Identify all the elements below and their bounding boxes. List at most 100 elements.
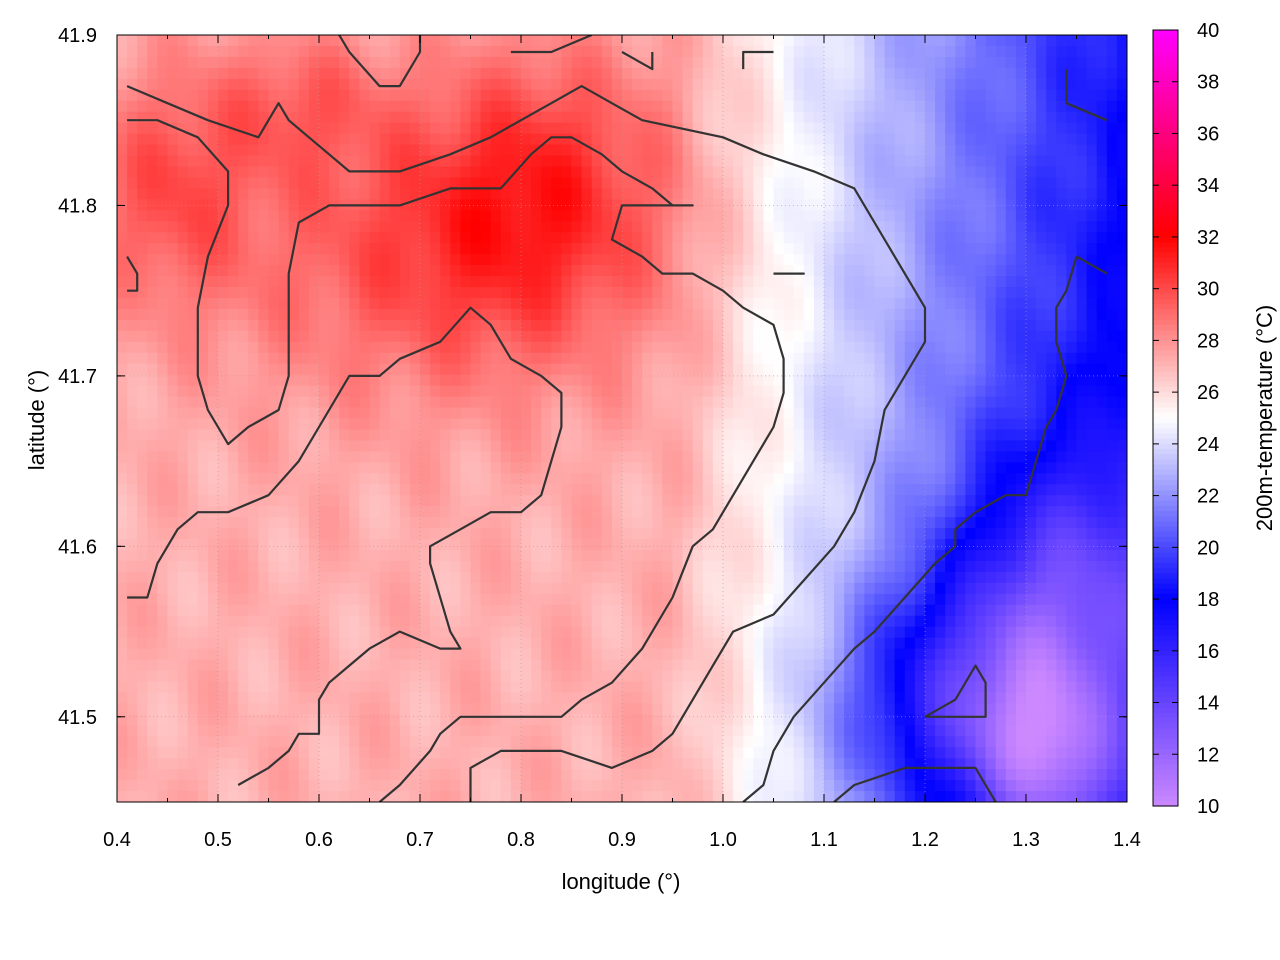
heatmap-cell xyxy=(551,517,562,529)
heatmap-cell xyxy=(238,648,249,661)
heatmap-cell xyxy=(440,396,451,409)
heatmap-cell xyxy=(692,791,704,802)
heatmap-cell xyxy=(147,473,158,485)
heatmap-cell xyxy=(480,276,492,288)
heatmap-cell xyxy=(611,133,623,146)
heatmap-cell xyxy=(733,626,744,639)
heatmap-cell xyxy=(672,670,684,683)
heatmap-cell xyxy=(813,133,825,146)
heatmap-cell xyxy=(308,276,320,288)
heatmap-cell xyxy=(611,319,623,332)
heatmap-cell xyxy=(349,418,360,431)
heatmap-cell xyxy=(117,714,128,726)
heatmap-cell xyxy=(450,560,461,573)
heatmap-cell xyxy=(379,308,391,321)
heatmap-cell xyxy=(793,407,805,420)
heatmap-cell xyxy=(389,352,401,365)
heatmap-cell xyxy=(369,78,381,91)
heatmap-cell xyxy=(733,571,744,584)
heatmap-cell xyxy=(571,407,583,420)
heatmap-cell xyxy=(652,462,663,474)
heatmap-cell xyxy=(460,210,472,222)
heatmap-cell xyxy=(329,681,340,694)
heatmap-cell xyxy=(127,440,138,452)
heatmap-cell xyxy=(601,549,613,562)
heatmap-cell xyxy=(712,265,724,277)
heatmap-cell xyxy=(733,714,744,726)
heatmap-cell xyxy=(551,232,562,244)
heatmap-cell xyxy=(652,747,663,759)
heatmap-cell xyxy=(692,297,704,310)
heatmap-cell xyxy=(379,670,391,683)
heatmap-cell xyxy=(308,725,320,737)
heatmap-cell xyxy=(147,232,158,244)
heatmap-cell xyxy=(117,385,128,398)
heatmap-cell xyxy=(288,232,300,244)
heatmap-cell xyxy=(642,462,653,474)
heatmap-cell xyxy=(137,221,148,233)
heatmap-cell xyxy=(510,473,522,485)
heatmap-cell xyxy=(824,144,835,157)
heatmap-cell xyxy=(541,56,552,69)
heatmap-cell xyxy=(480,429,492,442)
heatmap-cell xyxy=(662,681,674,694)
heatmap-cell xyxy=(702,571,714,584)
heatmap-cell xyxy=(480,615,492,628)
heatmap-cell xyxy=(601,615,613,628)
heatmap-cell xyxy=(712,89,724,102)
heatmap-cell xyxy=(561,692,573,704)
heatmap-cell xyxy=(632,473,643,485)
heatmap-cell xyxy=(409,188,421,200)
heatmap-cell xyxy=(692,374,704,387)
heatmap-cell xyxy=(298,429,310,442)
heatmap-cell xyxy=(258,100,270,113)
heatmap-cell xyxy=(601,484,613,496)
heatmap-cell xyxy=(662,769,674,781)
heatmap-cell xyxy=(632,659,643,672)
heatmap-cell xyxy=(753,571,764,584)
heatmap-cell xyxy=(642,791,653,802)
heatmap-cell xyxy=(480,56,492,69)
heatmap-cell xyxy=(440,418,451,431)
heatmap-cell xyxy=(632,78,643,91)
heatmap-cell xyxy=(278,582,290,595)
heatmap-cell xyxy=(157,517,169,529)
heatmap-cell xyxy=(743,429,754,442)
heatmap-cell xyxy=(480,506,492,518)
heatmap-cell xyxy=(672,276,684,288)
heatmap-cell xyxy=(712,769,724,781)
heatmap-cell xyxy=(339,681,350,694)
heatmap-cell xyxy=(298,604,310,617)
heatmap-cell xyxy=(187,758,199,770)
heatmap-cell xyxy=(480,232,492,244)
heatmap-cell xyxy=(218,89,229,102)
heatmap-cell xyxy=(117,582,128,595)
heatmap-cell xyxy=(702,177,714,189)
heatmap-cell xyxy=(187,144,199,157)
heatmap-cell xyxy=(147,221,158,233)
heatmap-cell xyxy=(743,418,754,431)
heatmap-cell xyxy=(359,35,371,47)
heatmap-cell xyxy=(228,703,239,715)
heatmap-cell xyxy=(157,747,169,759)
heatmap-cell xyxy=(601,473,613,485)
heatmap-cell xyxy=(349,637,360,650)
heatmap-cell xyxy=(329,780,340,792)
heatmap-cell xyxy=(137,473,148,485)
heatmap-cell xyxy=(510,758,522,770)
heatmap-cell xyxy=(692,692,704,704)
heatmap-cell xyxy=(167,144,179,157)
heatmap-cell xyxy=(197,188,209,200)
heatmap-cell xyxy=(723,243,734,255)
heatmap-cell xyxy=(127,56,138,69)
heatmap-cell xyxy=(702,582,714,595)
heatmap-cell xyxy=(561,725,573,737)
heatmap-cell xyxy=(531,549,542,562)
heatmap-cell xyxy=(440,549,451,562)
heatmap-cell xyxy=(268,265,280,277)
heatmap-cell xyxy=(652,681,663,694)
heatmap-cell xyxy=(702,133,714,146)
heatmap-cell xyxy=(157,45,169,58)
heatmap-cell xyxy=(622,418,633,431)
heatmap-cell xyxy=(500,330,512,343)
